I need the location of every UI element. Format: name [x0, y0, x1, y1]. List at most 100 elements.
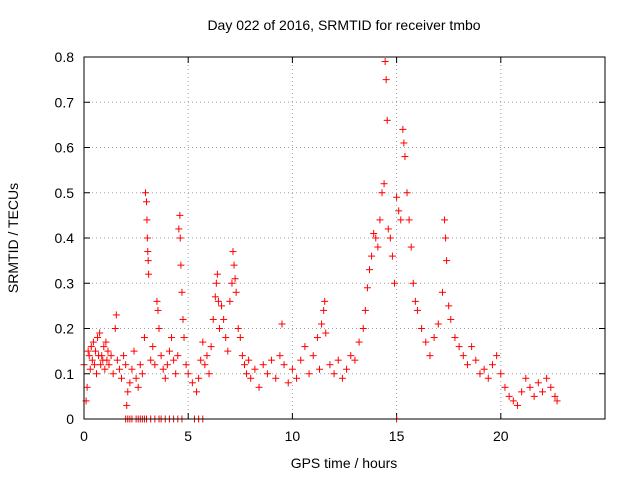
data-point-marker: [451, 334, 459, 342]
data-point-marker: [422, 338, 430, 346]
data-point-marker: [418, 325, 426, 332]
data-point-marker: [366, 266, 374, 274]
data-point-marker: [268, 356, 276, 364]
data-point-marker: [107, 352, 115, 360]
data-point-marker: [228, 279, 236, 287]
data-point-marker: [403, 189, 411, 197]
data-point-marker: [214, 297, 222, 305]
y-axis-label: SRMTID / TECUs: [5, 183, 21, 293]
data-point-marker: [203, 352, 211, 360]
data-point-marker: [147, 356, 155, 364]
y-tick-label: 0.6: [55, 140, 75, 156]
data-point-marker: [149, 343, 157, 351]
data-point-marker: [103, 356, 111, 364]
y-tick-label: 0.3: [55, 275, 75, 291]
data-point-marker: [384, 225, 392, 233]
data-point-marker: [430, 334, 438, 342]
data-point-marker: [213, 270, 221, 278]
data-point-marker: [361, 306, 369, 314]
data-point-marker: [145, 270, 153, 278]
data-point-marker: [388, 252, 396, 260]
data-point-marker: [407, 243, 415, 251]
data-point-marker: [382, 76, 390, 84]
data-point-marker: [272, 374, 280, 382]
data-point-marker: [553, 397, 561, 405]
data-point-marker: [109, 370, 117, 378]
data-point-marker: [154, 306, 162, 314]
data-point-marker: [476, 370, 484, 378]
data-point-marker: [293, 374, 301, 382]
data-point-marker: [96, 329, 104, 337]
x-tick-label: 0: [80, 428, 88, 444]
data-point-marker: [177, 261, 185, 269]
data-point-marker: [232, 288, 240, 296]
data-point-marker: [151, 361, 159, 369]
data-point-marker: [98, 352, 106, 360]
data-point-marker: [122, 361, 130, 369]
data-point-marker: [280, 361, 288, 369]
data-point-marker: [368, 252, 376, 260]
y-tick-label: 0.5: [55, 185, 75, 201]
data-point-marker: [86, 365, 94, 373]
data-point-marker: [255, 383, 263, 391]
y-tick-label: 0.8: [55, 49, 75, 65]
data-point-marker: [176, 211, 184, 219]
data-point-marker: [155, 325, 163, 332]
data-point-marker: [120, 352, 128, 360]
data-point-marker: [355, 338, 363, 346]
data-point-marker: [505, 392, 513, 400]
data-point-marker: [176, 234, 184, 242]
data-point-marker: [381, 58, 389, 66]
data-point-marker: [276, 352, 284, 360]
data-point-marker: [143, 216, 151, 224]
data-point-marker: [380, 180, 388, 188]
data-point-marker: [493, 352, 501, 360]
data-point-marker: [83, 383, 91, 391]
data-point-marker: [455, 343, 463, 351]
data-point-marker: [153, 297, 161, 305]
data-point-marker: [320, 306, 328, 314]
data-point-marker: [530, 392, 538, 400]
data-point-marker: [488, 361, 496, 369]
data-point-marker: [405, 216, 413, 224]
data-point-marker: [297, 356, 305, 364]
data-point-marker: [372, 234, 380, 242]
data-point-marker: [87, 343, 95, 351]
data-point-marker: [438, 288, 446, 296]
data-point-marker: [209, 315, 217, 323]
data-point-marker: [376, 216, 384, 224]
data-point-marker: [301, 343, 309, 351]
data-point-marker: [101, 365, 109, 373]
data-point-marker: [188, 379, 196, 387]
data-point-marker: [138, 370, 146, 378]
data-point-marker: [543, 374, 551, 382]
data-point-marker: [143, 234, 151, 242]
data-point-marker: [330, 370, 338, 378]
grid-lines: [84, 57, 605, 419]
data-point-marker: [442, 234, 450, 242]
data-point-marker: [400, 139, 408, 147]
data-point-marker: [459, 352, 467, 360]
data-point-marker: [94, 334, 102, 342]
data-point-marker: [401, 153, 409, 161]
data-point-marker: [161, 374, 169, 382]
data-point-marker: [201, 361, 209, 369]
data-point-marker: [411, 297, 419, 305]
data-point-marker: [226, 297, 234, 305]
y-tick-label: 0.2: [55, 321, 75, 337]
x-tick-label: 5: [184, 428, 192, 444]
data-point-marker: [534, 379, 542, 387]
data-point-marker: [172, 370, 180, 378]
data-point-marker: [84, 347, 92, 355]
data-point-marker: [315, 365, 323, 373]
data-point-marker: [263, 370, 271, 378]
data-point-marker: [313, 334, 321, 342]
data-point-marker: [551, 392, 559, 400]
data-point-marker: [195, 374, 203, 382]
data-point-marker: [547, 383, 555, 391]
data-point-marker: [163, 361, 171, 369]
data-point-marker: [218, 302, 226, 310]
data-point-marker: [397, 216, 405, 224]
data-point-marker: [245, 356, 253, 364]
data-point-marker: [247, 374, 255, 382]
